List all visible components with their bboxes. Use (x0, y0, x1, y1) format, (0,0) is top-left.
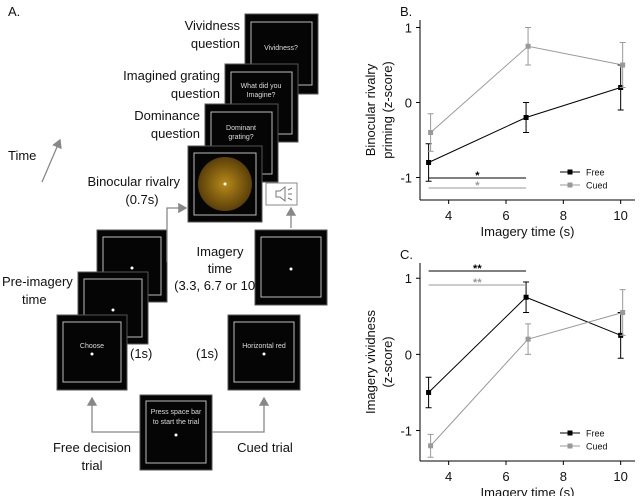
trial-label: Cued trial (237, 440, 293, 455)
screen-text: Dominant (226, 125, 256, 132)
legend-label: Free (586, 429, 605, 439)
screen-frame (260, 236, 322, 298)
series-line (430, 312, 623, 447)
x-tick-label: 6 (502, 469, 509, 484)
fixation (223, 182, 227, 186)
screen-frame (145, 400, 207, 464)
arrow (166, 202, 188, 262)
rivalry-label: Binocular rivalry (88, 174, 181, 189)
screen-text: to start the trial (153, 419, 200, 426)
legend-label: Cued (586, 442, 608, 452)
time-label: Time (8, 148, 36, 163)
screen (254, 229, 328, 306)
x-axis-label: Imagery time (s) (481, 485, 575, 496)
duration: (1s) (196, 346, 218, 361)
arrow (86, 396, 140, 433)
screen-frame (193, 152, 257, 216)
x-tick-label: 10 (613, 469, 627, 484)
panel-label: C. (400, 247, 413, 262)
screen-text: Choose (80, 343, 104, 350)
point (426, 389, 432, 395)
y-tick-label: 1 (405, 271, 412, 286)
panel-a: A. Time Vividness? What did you Imagine?… (2, 4, 328, 473)
x-tick-label: 6 (502, 208, 509, 223)
time-arrow (41, 138, 62, 183)
point (525, 43, 531, 49)
trial-label: Free decision (53, 440, 131, 455)
x-axis-label: Imagery time (s) (481, 224, 575, 239)
x-tick-label: 8 (560, 208, 567, 223)
legend-marker (567, 430, 573, 436)
question-label: question (191, 36, 240, 51)
duration: (1s) (130, 346, 152, 361)
significance-label: * (475, 180, 480, 192)
x-tick-label: 10 (613, 208, 627, 223)
screen-text: Imagine? (247, 92, 276, 99)
screen-frame (62, 321, 122, 383)
series-line (428, 87, 621, 163)
x-tick-label: 4 (445, 208, 452, 223)
y-tick-label: -1 (400, 424, 412, 439)
legend-marker (567, 182, 573, 188)
screen-frame (233, 321, 295, 383)
significance-label: ** (473, 277, 482, 289)
point (428, 130, 434, 135)
significance-label: ** (473, 263, 482, 275)
screen (139, 394, 213, 471)
screen-text: What did you (241, 83, 282, 90)
speaker (275, 185, 293, 203)
y-axis-label: priming (z-score) (380, 61, 395, 159)
question-label: question (151, 126, 200, 141)
y-axis-label: Binocular rivalry (363, 63, 378, 156)
arrow (212, 396, 270, 433)
series-line (428, 296, 621, 393)
pre-imagery-label: time (22, 292, 47, 307)
y-axis-label: (z-score) (380, 336, 395, 387)
legend-label: Free (586, 168, 605, 178)
x-tick-label: 4 (445, 469, 452, 484)
legend-label: Cued (586, 181, 608, 191)
question-label: Vividness (185, 18, 241, 33)
trial-label: trial (82, 458, 103, 473)
y-tick-label: 1 (405, 21, 412, 36)
y-axis-label: Imagery vividness (363, 309, 378, 414)
y-tick-label: -1 (400, 171, 412, 186)
point (525, 336, 531, 342)
screen-text: Vividness? (264, 45, 298, 52)
point (620, 62, 626, 68)
panel-label: B. (400, 4, 412, 19)
imagery-label: Imagery (197, 244, 244, 259)
point (428, 443, 434, 449)
point (620, 310, 626, 315)
screen-text: Press space bar (151, 409, 202, 416)
pre-imagery-label: Pre-imagery (2, 274, 73, 289)
screen-text: Horizontal red (242, 343, 286, 350)
point (426, 160, 432, 165)
question-label: Dominance (134, 108, 200, 123)
legend-marker (567, 443, 573, 449)
y-tick-label: 0 (405, 347, 412, 362)
point (523, 115, 529, 120)
y-tick-label: 0 (405, 96, 412, 111)
legend-marker (567, 169, 573, 175)
panel-label: A. (8, 4, 20, 19)
question-label: question (171, 86, 220, 101)
sound-icon (265, 182, 298, 206)
screen (56, 314, 128, 391)
rivalry-label: (0.7s) (125, 192, 158, 207)
point (523, 294, 529, 300)
significance-label: * (475, 170, 480, 182)
x-tick-label: 8 (560, 469, 567, 484)
imagery-label: time (208, 261, 233, 276)
question-label: Imagined grating (123, 68, 220, 83)
imagery-label: (3.3, 6.7 or 10s) (174, 278, 266, 293)
screen-text: grating? (228, 134, 253, 141)
